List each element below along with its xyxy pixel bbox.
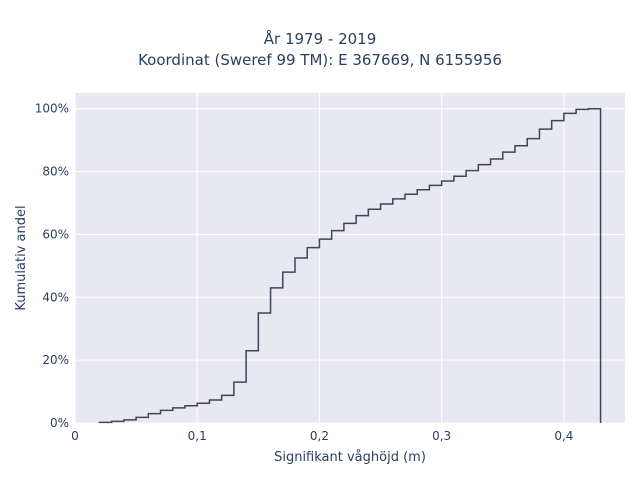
x-tick-label: 0,3 xyxy=(432,429,451,443)
cumulative-step-line xyxy=(98,107,602,424)
x-axis-title: Signifikant våghöjd (m) xyxy=(274,450,426,465)
x-axis-ticks: 0 0,1 0,2 0,3 0,4 xyxy=(71,429,573,443)
gridlines xyxy=(74,93,625,424)
y-tick-label: 0% xyxy=(50,416,69,430)
y-tick-label: 60% xyxy=(42,227,69,241)
y-tick-label: 100% xyxy=(35,102,69,116)
x-tick-label: 0,1 xyxy=(188,429,207,443)
x-tick-label: 0 xyxy=(71,429,79,443)
chart-title-line2: Koordinat (Sweref 99 TM): E 367669, N 61… xyxy=(138,51,502,69)
x-tick-label: 0,4 xyxy=(554,429,573,443)
y-axis-ticks: 0% 20% 40% 60% 80% 100% xyxy=(35,102,69,430)
chart-title-line1: År 1979 - 2019 xyxy=(263,30,377,48)
y-tick-label: 80% xyxy=(42,165,69,179)
x-tick-label: 0,2 xyxy=(310,429,329,443)
y-axis-title: Kumulativ andel xyxy=(14,205,29,310)
y-tick-label: 40% xyxy=(42,290,69,304)
y-tick-label: 20% xyxy=(42,353,69,367)
plot-area xyxy=(75,93,625,423)
